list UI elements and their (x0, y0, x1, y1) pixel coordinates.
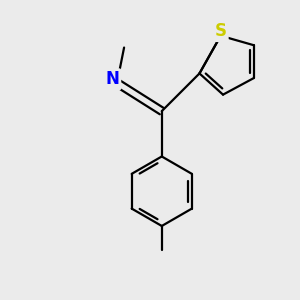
Text: S: S (215, 22, 227, 40)
Text: N: N (105, 70, 119, 88)
